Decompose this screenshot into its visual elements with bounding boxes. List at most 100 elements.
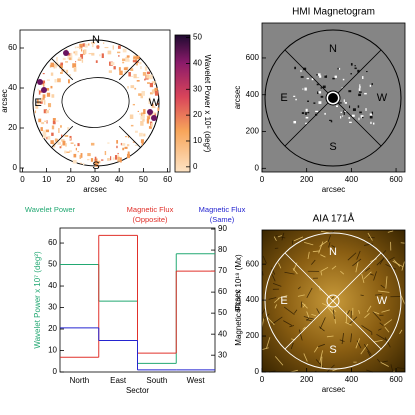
power-speckle [60, 71, 63, 74]
magnetic-element [354, 67, 357, 70]
coronal-loop [318, 241, 324, 254]
coronal-loop [277, 295, 288, 299]
coronal-loop [383, 319, 393, 326]
legend-entry: Magnetic Flux (Opposite) [126, 205, 174, 224]
power-speckle [117, 152, 119, 155]
magnetic-element [300, 69, 302, 73]
power-speckle [50, 62, 55, 68]
magnetic-element [350, 73, 352, 75]
power-speckle [68, 57, 72, 60]
magnetic-element [330, 120, 333, 123]
power-speckle [52, 120, 56, 125]
magnetic-element [359, 85, 361, 89]
power-speckle [43, 109, 48, 114]
power-speckle [133, 57, 137, 59]
coronal-loop [306, 317, 310, 321]
sector-label: E [280, 92, 287, 104]
power-speckle [126, 153, 130, 159]
coronal-loop [355, 260, 359, 273]
y-tick-label: 400 [246, 90, 260, 99]
coronal-loop [320, 254, 326, 258]
power-speckle [130, 68, 134, 71]
legend-entry: Wavelet Power [24, 205, 76, 214]
power-speckle [64, 135, 69, 137]
power-speckle [149, 82, 154, 88]
power-speckle [154, 90, 159, 96]
power-speckle [55, 63, 57, 69]
magnetic-element [354, 65, 356, 67]
coronal-loop [387, 230, 394, 233]
power-speckle [78, 47, 82, 50]
sector-label: W [149, 97, 160, 109]
magnetic-element [371, 111, 374, 115]
power-speckle [35, 104, 39, 109]
y-tick-label: 0 [255, 163, 260, 172]
power-speckle [121, 143, 126, 146]
power-speckle [122, 48, 127, 53]
coronal-loop [384, 337, 391, 348]
power-speckle [148, 99, 151, 104]
coronal-loop [364, 243, 374, 246]
power-speckle [60, 125, 62, 128]
power-speckle [136, 76, 140, 79]
power-speckle [66, 151, 70, 154]
coronal-loop [345, 321, 352, 326]
power-speckle [88, 53, 93, 55]
power-speckle [41, 80, 46, 85]
power-speckle [142, 118, 145, 122]
power-speckle [139, 113, 141, 115]
power-speckle [110, 156, 112, 161]
power-speckle [125, 56, 130, 62]
coronal-loop [301, 302, 308, 309]
power-speckle [95, 60, 98, 63]
y-tick-label: 30 [193, 84, 202, 93]
power-speckle [50, 72, 54, 76]
colorbar [174, 34, 191, 173]
coronal-loop [363, 271, 372, 280]
power-speckle [82, 43, 86, 47]
coronal-loop [341, 332, 344, 345]
coronal-loop [385, 264, 397, 270]
coronal-loop [273, 298, 280, 303]
power-speckle [134, 87, 137, 90]
coronal-loop [312, 250, 320, 253]
coronal-loop [306, 311, 310, 318]
power-speckle [62, 140, 66, 146]
coronal-loop [387, 256, 395, 262]
power-speckle [41, 122, 45, 125]
coronal-loop [274, 304, 278, 309]
power-speckle [127, 135, 130, 139]
y2-axis-label: Magnetic Flux x 10¹⁸ (Mx) [234, 254, 243, 346]
power-speckle [47, 103, 52, 108]
power-speckle [127, 86, 129, 89]
power-speckle [40, 127, 43, 131]
coronal-loop [380, 284, 385, 289]
power-speckle [74, 144, 76, 147]
coronal-loop [356, 340, 362, 349]
coronal-loop [399, 329, 403, 335]
power-speckle [140, 120, 144, 126]
magnetic-element [360, 115, 364, 117]
power-speckle [120, 142, 123, 146]
power-speckle [147, 76, 152, 79]
magnetic-element [293, 95, 296, 97]
power-speckle [101, 159, 104, 161]
power-speckle [142, 114, 145, 119]
coronal-loop [381, 360, 388, 363]
y-tick-label: 40 [48, 281, 57, 290]
power-speckle [129, 114, 134, 119]
power-speckle [73, 153, 77, 158]
coronal-loop [316, 308, 321, 315]
power-speckle [69, 137, 72, 140]
magnetic-element [369, 84, 372, 87]
sector-label: S [329, 141, 336, 153]
coronal-loop [373, 339, 383, 343]
power-speckle [134, 144, 139, 146]
power-speckle [132, 103, 136, 106]
magnetic-element [357, 105, 360, 108]
power-speckle [122, 58, 126, 62]
power-peak [41, 87, 47, 93]
power-speckle [51, 132, 54, 136]
coronal-loop [261, 309, 266, 315]
coronal-loop [319, 240, 328, 247]
